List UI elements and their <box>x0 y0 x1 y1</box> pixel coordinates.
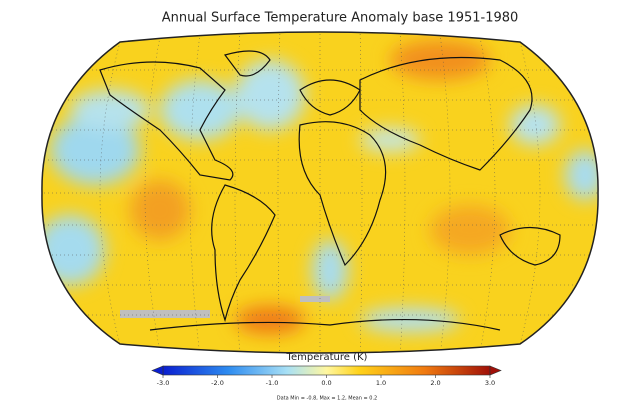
colorbar-tick-label: 0.0 <box>321 379 331 387</box>
colorbar-gradient <box>162 365 491 376</box>
colorbar-arrow <box>151 365 164 376</box>
data-stats: Data Min = -0.8, Max = 1.2, Mean = 0.2 <box>277 396 377 402</box>
colorbar-tick-label: 1.0 <box>376 379 386 387</box>
map-title: Annual Surface Temperature Anomaly base … <box>162 11 519 26</box>
colorbar-tick-label: 3.0 <box>485 379 495 387</box>
map-border <box>41 31 599 354</box>
colorbar-tick-label: 2.0 <box>430 379 440 387</box>
colorbar-label: Temperature (K) <box>286 352 368 363</box>
map-field <box>41 32 599 353</box>
colorbar-tick-label: -2.0 <box>211 379 224 387</box>
colorbar <box>151 365 502 376</box>
colorbar-tick-label: -1.0 <box>266 379 279 387</box>
colorbar-arrow <box>489 365 502 376</box>
colorbar-tick-label: -3.0 <box>157 379 170 387</box>
